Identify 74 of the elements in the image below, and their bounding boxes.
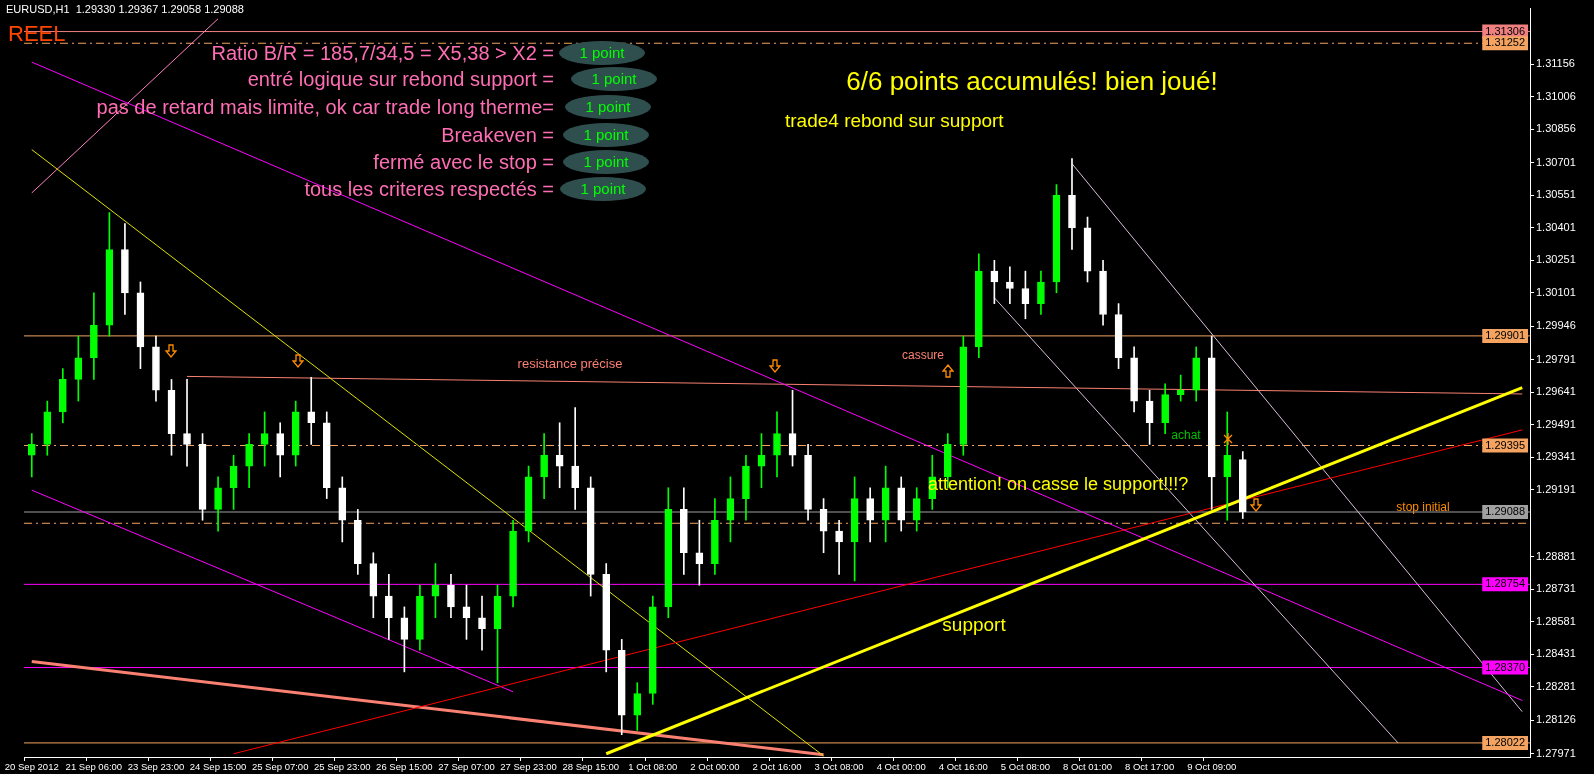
y-tick-label: 1.30251 <box>1536 253 1576 266</box>
annotation: 6/6 points accumulés! bien joué! <box>846 65 1218 96</box>
ref-line-label: 1.29395 <box>1485 438 1525 451</box>
annotation: fermé avec le stop = <box>373 151 554 173</box>
chart-title: EURUSD,H1 1.29330 1.29367 1.29058 1.29088 <box>6 2 244 16</box>
annotation: Breakeven = <box>441 124 554 146</box>
y-tick-label: 1.30856 <box>1536 122 1576 135</box>
annotation: 1 point <box>580 179 626 198</box>
y-tick-label: 1.28281 <box>1536 679 1576 692</box>
x-tick-label: 27 Sep 07:00 <box>438 761 495 773</box>
annotation: stop initial <box>1396 500 1450 515</box>
x-tick-label: 24 Sep 15:00 <box>189 761 247 773</box>
x-tick-label: 5 Oct 08:00 <box>1000 761 1050 773</box>
y-tick-label: 1.30701 <box>1536 155 1576 168</box>
y-tick-label: 1.30101 <box>1536 285 1576 298</box>
annotation: achat <box>1171 428 1201 443</box>
ref-line-label: 1.28370 <box>1485 660 1525 673</box>
y-tick-label: 1.31156 <box>1536 57 1575 70</box>
x-tick-label: 23 Sep 23:00 <box>127 761 185 773</box>
candlestick <box>1176 374 1185 402</box>
x-tick-label: 8 Oct 01:00 <box>1062 761 1113 773</box>
y-tick-label: 1.29791 <box>1536 352 1576 365</box>
ref-line-label: 1.28022 <box>1485 735 1525 748</box>
x-tick-label: 4 Oct 00:00 <box>876 761 926 773</box>
annotation: 1 point <box>583 125 629 144</box>
y-tick-label: 1.31006 <box>1536 89 1576 102</box>
y-tick-label: 1.28581 <box>1536 614 1576 627</box>
annotation: entré logique sur rebond support = <box>247 68 554 90</box>
annotation: Ratio B/R = 185,7/34,5 = X5,38 > X2 = <box>211 42 554 64</box>
annotation: support <box>942 613 1006 636</box>
y-tick-label: 1.29341 <box>1536 450 1576 463</box>
candlestick <box>307 376 316 445</box>
x-tick-label: 25 Sep 23:00 <box>314 761 371 773</box>
ref-line-label: 1.29088 <box>1485 505 1525 518</box>
x-tick-label: 8 Oct 17:00 <box>1125 761 1175 773</box>
x-tick-label: 2 Oct 16:00 <box>752 761 802 773</box>
candlestick <box>835 519 843 575</box>
y-tick-label: 1.28881 <box>1536 549 1576 562</box>
x-tick-label: 9 Oct 09:00 <box>1187 761 1237 773</box>
y-tick-label: 1.28126 <box>1536 713 1576 726</box>
x-tick-label: 21 Sep 06:00 <box>65 761 123 773</box>
x-tick-label: 26 Sep 15:00 <box>376 761 433 773</box>
y-tick-label: 1.29191 <box>1536 482 1576 495</box>
y-tick-label: 1.30401 <box>1536 220 1576 233</box>
annotation: resistance précise <box>517 355 623 372</box>
x-tick-label: 1 Oct 08:00 <box>628 761 678 773</box>
ref-line-label: 1.31306 <box>1485 24 1525 37</box>
x-tick-label: 2 Oct 00:00 <box>690 761 740 773</box>
y-tick-label: 1.29491 <box>1536 417 1576 430</box>
candlestick <box>478 595 486 651</box>
y-tick-label: 1.30551 <box>1536 188 1576 201</box>
x-tick-label: 28 Sep 15:00 <box>562 761 619 773</box>
ref-line-label: 1.28754 <box>1485 577 1525 590</box>
y-tick-label: 1.28431 <box>1536 647 1576 660</box>
annotation: 1 point <box>583 152 629 171</box>
x-tick-label: 3 Oct 08:00 <box>814 761 864 773</box>
y-tick-label: 1.29641 <box>1536 385 1576 398</box>
annotation: cassure <box>901 348 945 363</box>
candlestick <box>183 379 191 467</box>
x-tick-label: 25 Sep 07:00 <box>251 761 309 773</box>
candlestick <box>571 407 579 510</box>
annotation: trade4 rebond sur support <box>785 109 1004 132</box>
ref-line-label: 1.29901 <box>1485 328 1525 341</box>
annotation: 1 point <box>579 43 625 62</box>
ref-line-label: 1.31252 <box>1485 36 1525 49</box>
x-tick-label: 20 Sep 2012 <box>4 761 59 773</box>
annotation: 1 point <box>585 97 631 116</box>
y-tick-label: 1.28731 <box>1536 582 1576 595</box>
candlestick <box>1006 266 1014 304</box>
x-tick-label: 27 Sep 23:00 <box>500 761 557 773</box>
x-tick-label: 4 Oct 16:00 <box>938 761 988 773</box>
annotation: 1 point <box>591 69 637 88</box>
y-tick-label: 1.27971 <box>1536 747 1576 759</box>
y-tick-label: 1.29946 <box>1536 319 1576 332</box>
